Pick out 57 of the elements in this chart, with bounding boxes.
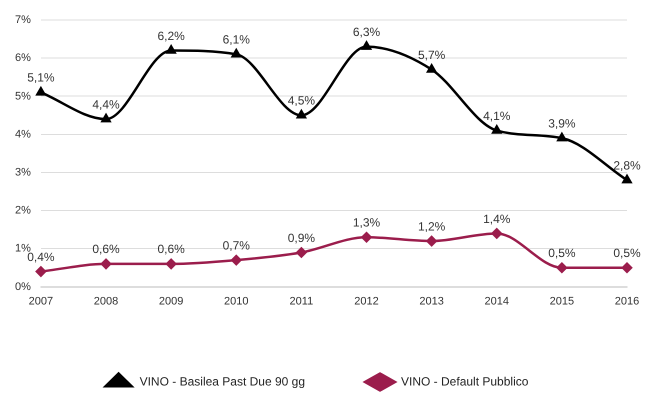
data-label: 6,1% [222,32,250,47]
point [362,41,372,50]
data-label: 0,7% [222,238,250,252]
point [492,125,502,134]
point [557,132,567,142]
data-label: 4,5% [288,94,316,108]
data-label: 6,3% [352,24,381,39]
x-tick-label: 2014 [484,295,509,308]
point [296,247,307,258]
point [622,174,632,184]
x-tick-label: 2012 [354,295,379,308]
point [622,262,632,273]
point [231,254,242,266]
data-label: 5,1% [27,70,55,85]
data-label: 2,8% [613,158,641,172]
point [166,45,176,54]
point [556,262,568,273]
data-label: 0,5% [613,246,641,260]
point [36,87,46,96]
y-tick-label: 5% [14,90,32,102]
data-label: 0,6% [157,242,186,256]
x-tick-label: 2011 [290,295,314,308]
y-tick-label: 2% [14,204,32,217]
x-tick-label: 2007 [28,295,54,308]
data-label: 1,2% [418,219,446,234]
point [296,110,306,119]
data-label: 1,4% [483,212,511,226]
x-tick-label: 2010 [224,295,249,308]
y-tick-label: 6% [14,52,32,64]
y-tick-label: 3% [14,166,32,178]
point [100,258,112,270]
x-tick-label: 2013 [419,295,444,308]
legend-label: VINO - Basilea Past Due 90 gg [140,374,306,388]
legend-label: VINO - Default Pubblico [401,374,529,388]
point [492,228,502,239]
point [426,236,437,246]
y-tick-label: 0% [14,280,32,293]
y-tick-label: 4% [14,128,32,140]
point [36,266,46,277]
data-label: 4,4% [92,97,120,112]
data-label: 6,2% [157,28,186,43]
y-tick-label: 7% [14,14,32,26]
x-tick-label: 2016 [614,295,640,308]
point [426,64,436,73]
data-label: 5,7% [418,48,446,62]
x-tick-label: 2015 [550,295,574,308]
data-label: 1,3% [352,216,381,230]
data-label: 0,9% [288,230,316,245]
data-label: 0,5% [548,246,576,260]
point [166,258,176,270]
point [101,114,111,122]
x-tick-label: 2008 [94,295,118,308]
data-label: 4,1% [483,108,511,123]
data-label: 3,9% [548,116,576,130]
x-tick-label: 2009 [158,295,184,308]
point [361,232,372,242]
data-label: 0,6% [92,242,120,256]
